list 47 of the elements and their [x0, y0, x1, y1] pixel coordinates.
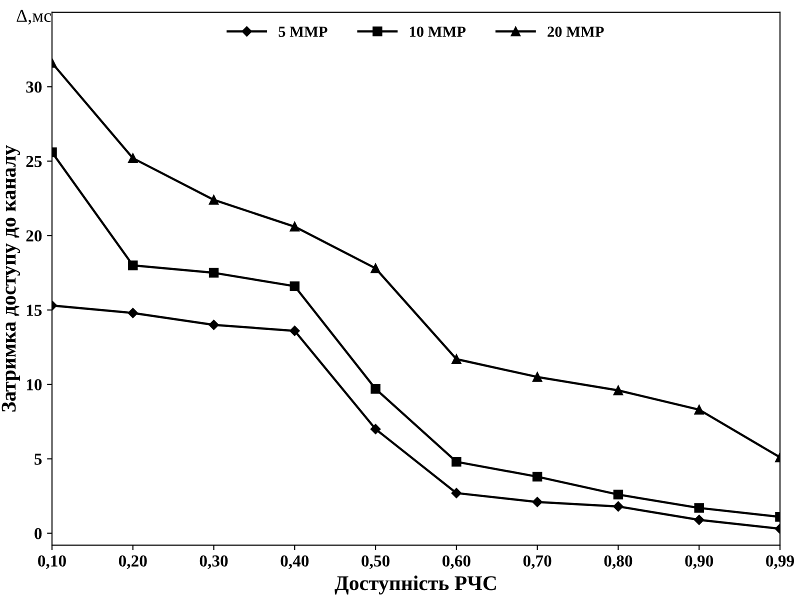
point: [208, 320, 219, 330]
point: [694, 404, 704, 415]
point: [370, 384, 380, 394]
point: [290, 222, 300, 232]
y-tick-label: 0: [34, 528, 42, 540]
text: Δ,мс: [16, 10, 52, 25]
point: [532, 472, 542, 482]
point: [613, 386, 624, 396]
x-tick-label: 0,20: [118, 555, 147, 570]
point: [613, 501, 624, 512]
y-tick-label: 15: [26, 304, 42, 316]
point: [452, 354, 462, 364]
legend-label: 10 MMP: [410, 26, 466, 37]
point: [128, 260, 138, 270]
point: [128, 308, 138, 318]
point: [452, 456, 462, 467]
x-tick-label: 0,90: [685, 555, 714, 570]
point: [208, 268, 219, 278]
point: [613, 490, 624, 500]
point: [694, 503, 704, 513]
y-tick-label: 10: [26, 379, 42, 390]
x-tick-label: 0,10: [38, 555, 66, 570]
point: [532, 372, 542, 382]
y-axis-title: Затримка доступу до каналу: [2, 145, 20, 412]
point: [290, 326, 300, 336]
x-axis-title: Доступність РЧС: [334, 576, 496, 595]
y-tick-label: 5: [34, 454, 42, 465]
legend-label: 20 MMP: [548, 26, 604, 37]
x-tick-label: 0,99: [766, 555, 794, 570]
x-tick-label: 0,80: [604, 555, 632, 570]
y-tick-label: 20: [26, 230, 42, 242]
point: [208, 194, 219, 205]
point: [451, 488, 462, 498]
x-tick-label: 0,40: [280, 555, 309, 570]
x-tick-label: 0,50: [362, 555, 390, 570]
y-tick-label: 25: [26, 156, 42, 168]
point: [532, 496, 542, 508]
point: [370, 424, 381, 434]
x-tick-label: 0,60: [442, 555, 470, 570]
point: [694, 514, 704, 525]
x-tick-label: 0,70: [523, 555, 552, 570]
point: [370, 263, 380, 274]
point: [128, 153, 138, 164]
legend-label: 5 MMP: [278, 26, 328, 37]
x-tick-label: 0,30: [200, 555, 228, 570]
y-tick-label: 30: [26, 81, 42, 93]
point: [290, 281, 300, 292]
